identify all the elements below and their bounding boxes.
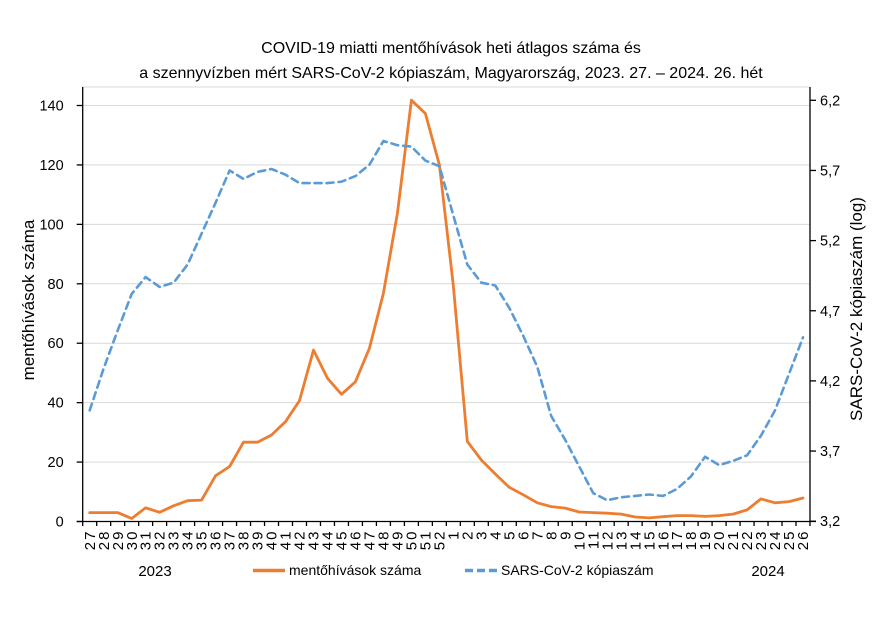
x-axis-tick-label: 14: [627, 530, 644, 551]
x-axis-tick-label: 42: [292, 530, 309, 551]
right-axis-title: SARS-CoV-2 kópiaszám (log): [847, 197, 866, 421]
x-axis-tick-label: 6: [515, 530, 532, 540]
right-axis-tick-label: 4,2: [820, 374, 840, 390]
right-axis-tick-label: 5,7: [820, 163, 840, 179]
x-axis-tick-label: 33: [166, 530, 183, 551]
x-axis-tick-label: 7: [529, 530, 546, 540]
x-axis-tick-label: 49: [389, 530, 406, 551]
x-axis-tick-label: 10: [571, 530, 588, 551]
left-axis-title: mentőhívások száma: [19, 219, 38, 380]
x-axis-tick-label: 3: [473, 530, 490, 540]
x-axis-tick-label: 34: [180, 530, 197, 551]
x-axis-tick-label: 44: [320, 530, 337, 551]
left-axis-tick-label: 0: [56, 515, 64, 531]
x-axis-tick-label: 48: [376, 530, 393, 551]
sars-cov-2-copies-line: [88, 139, 805, 502]
x-axis-tick-label: 1: [445, 530, 462, 540]
x-axis-tick-label: 25: [781, 530, 798, 551]
x-group-label-2023: 2023: [138, 563, 171, 580]
left-axis-tick-label: 140: [39, 99, 63, 115]
x-axis-tick-label: 28: [96, 530, 113, 551]
x-axis-tick-label: 29: [110, 530, 127, 551]
x-axis-tick-label: 18: [683, 530, 700, 551]
x-axis-tick-label: 21: [725, 530, 742, 551]
x-axis-tick-label: 40: [264, 530, 281, 551]
x-axis-tick-label: 31: [138, 530, 155, 551]
right-axis-tick-label: 4,7: [820, 304, 840, 320]
x-axis-tick-label: 26: [795, 530, 812, 551]
left-axis-tick-label: 60: [48, 336, 64, 352]
x-axis-tick-label: 43: [306, 530, 323, 551]
ambulance-calls-line: [88, 98, 805, 520]
x-axis-tick-label: 41: [278, 530, 295, 551]
right-axis-tick-label: 3,2: [820, 514, 840, 530]
legend-label-sars-cov-2: SARS-CoV-2 kópiaszám: [501, 562, 654, 578]
x-axis-tick-label: 36: [208, 530, 225, 551]
right-axis-tick-label: 5,2: [820, 234, 840, 250]
x-axis-tick-label: 46: [348, 530, 365, 551]
legend: mentőhívások száma SARS-CoV-2 kópiaszám: [253, 562, 654, 578]
x-axis-tick-label: 47: [362, 530, 379, 551]
x-axis-tick-label: 15: [641, 530, 658, 551]
x-axis-tick-label: 23: [753, 530, 770, 551]
x-axis-tick-label: 51: [417, 530, 434, 551]
left-axis-tick-label: 100: [39, 217, 63, 233]
x-axis-tick-label: 52: [431, 530, 448, 551]
x-axis-tick-label: 50: [403, 530, 420, 551]
x-axis-tick-label: 11: [585, 530, 602, 550]
x-axis-tick-label: 20: [711, 530, 728, 551]
x-axis-tick-label: 27: [82, 530, 99, 551]
x-axis-tick-label: 39: [250, 530, 267, 551]
x-axis-tick-label: 30: [124, 530, 141, 551]
x-axis-tick-label: 22: [739, 530, 756, 551]
x-axis-tick-label: 16: [655, 530, 672, 551]
x-group-label-2024: 2024: [751, 563, 784, 580]
x-axis-tick-label: 4: [487, 530, 504, 540]
x-axis-tick-label: 17: [669, 530, 686, 551]
x-axis-tick-label: 37: [222, 530, 239, 551]
x-axis-tick-label: 5: [501, 530, 518, 540]
legend-label-ambulance-calls: mentőhívások száma: [289, 562, 421, 578]
left-axis-tick-label: 40: [48, 396, 64, 412]
x-axis-tick-label: 9: [557, 530, 574, 540]
x-axis-tick-label: 13: [613, 530, 630, 551]
x-axis-tick-label: 12: [599, 530, 616, 551]
chart-title-line2: a szennyvízben mért SARS-CoV-2 kópiaszám…: [139, 65, 763, 82]
x-axis-tick-label: 32: [152, 530, 169, 551]
left-axis-tick-label: 120: [39, 158, 63, 174]
left-axis-tick-label: 80: [48, 277, 64, 293]
chart-title-line1: COVID-19 miatti mentőhívások heti átlago…: [261, 40, 641, 57]
x-axis-tick-label: 38: [236, 530, 253, 551]
x-axis-tick-label: 2: [459, 530, 476, 540]
left-axis-tick-label: 20: [48, 455, 64, 471]
right-axis-tick-label: 3,7: [820, 444, 840, 460]
x-axis-tick-label: 24: [767, 530, 784, 551]
right-axis-tick-label: 6,2: [820, 93, 840, 109]
x-axis-tick-label: 8: [543, 530, 560, 540]
x-axis-tick-label: 45: [334, 530, 351, 551]
x-axis-tick-label: 35: [194, 530, 211, 551]
x-axis-tick-label: 19: [697, 530, 714, 551]
